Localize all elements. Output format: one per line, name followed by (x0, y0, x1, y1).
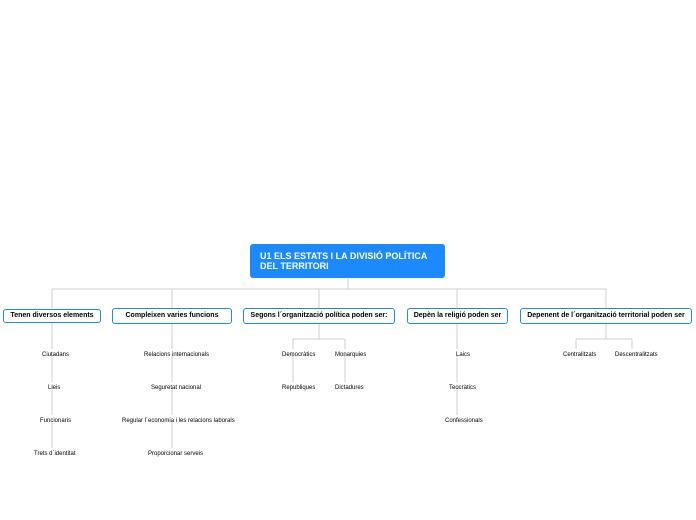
leaf-label: Ciutadans (42, 352, 69, 359)
branch-org_pol[interactable]: Segons l´organització política poden ser… (243, 308, 395, 324)
leaf-label: Relacions internacionals (144, 352, 209, 359)
branch-elements[interactable]: Tenen diversos elements (3, 309, 101, 323)
leaf-org_pol-9[interactable]: Monarquies (331, 350, 370, 361)
leaf-label: Centralitzats (563, 352, 596, 359)
branch-label: Depèn la religió poden ser (414, 312, 502, 320)
leaf-org_terr-15[interactable]: Centralitzats (559, 350, 600, 361)
leaf-label: Democràtics (282, 352, 315, 359)
root-node[interactable]: U1 ELS ESTATS I LA DIVISIÓ POLÍTICA DEL … (250, 244, 445, 278)
leaf-label: Dictadures (335, 385, 364, 392)
leaf-label: Trets d´identitat (34, 451, 75, 458)
leaf-org_pol-10[interactable]: Republiques (278, 383, 319, 394)
leaf-label: Descentralitzats (615, 352, 658, 359)
branch-funcions[interactable]: Compleixen varies funcions (112, 308, 232, 324)
leaf-label: Funcionaris (40, 418, 71, 425)
branch-label: Compleixen varies funcions (126, 312, 219, 320)
branch-org_terr[interactable]: Depenent de l´organització territorial p… (520, 308, 692, 324)
leaf-label: Regular l´economia i les relacions labor… (122, 418, 235, 425)
leaf-funcions-7[interactable]: Proporcionar serveis (144, 449, 207, 460)
branch-label: Tenen diversos elements (10, 312, 93, 320)
leaf-religio-12[interactable]: Laics (452, 350, 474, 361)
leaf-elements-1[interactable]: Lleis (44, 383, 64, 394)
leaf-religio-13[interactable]: Teocràtics (445, 383, 480, 394)
leaf-org_pol-11[interactable]: Dictadures (331, 383, 368, 394)
branch-label: Segons l´organització política poden ser… (251, 312, 388, 320)
leaf-label: Proporcionar serveis (148, 451, 203, 458)
leaf-org_terr-16[interactable]: Descentralitzats (611, 350, 662, 361)
leaf-elements-0[interactable]: Ciutadans (38, 350, 73, 361)
leaf-elements-2[interactable]: Funcionaris (36, 416, 75, 427)
leaf-org_pol-8[interactable]: Democràtics (278, 350, 319, 361)
leaf-label: Lleis (48, 385, 60, 392)
branch-religio[interactable]: Depèn la religió poden ser (407, 308, 508, 324)
leaf-label: Confessionals (445, 418, 483, 425)
leaf-label: Monarquies (335, 352, 366, 359)
branch-label: Depenent de l´organització territorial p… (527, 312, 685, 320)
leaf-funcions-4[interactable]: Relacions internacionals (140, 350, 213, 361)
root-label: U1 ELS ESTATS I LA DIVISIÓ POLÍTICA DEL … (260, 251, 435, 272)
leaf-label: Seguretat nacional (151, 385, 201, 392)
leaf-funcions-5[interactable]: Seguretat nacional (147, 383, 205, 394)
leaf-label: Laics (456, 352, 470, 359)
leaf-label: Teocràtics (449, 385, 476, 392)
diagram-canvas: U1 ELS ESTATS I LA DIVISIÓ POLÍTICA DEL … (0, 0, 696, 520)
leaf-funcions-6[interactable]: Regular l´economia i les relacions labor… (118, 416, 239, 427)
leaf-elements-3[interactable]: Trets d´identitat (30, 449, 79, 460)
leaf-label: Republiques (282, 385, 315, 392)
leaf-religio-14[interactable]: Confessionals (441, 416, 487, 427)
